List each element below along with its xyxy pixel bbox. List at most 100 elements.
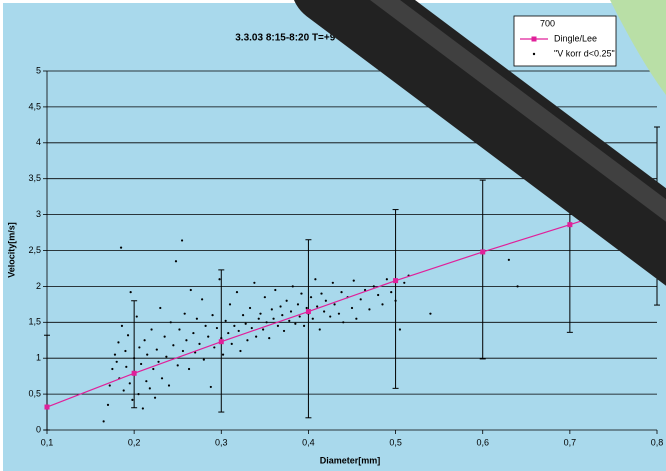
point <box>290 310 292 312</box>
y-tick-label: 1,5 <box>28 317 41 327</box>
point <box>368 308 370 310</box>
point <box>325 300 327 302</box>
x-tick-label: 0,4 <box>302 437 315 447</box>
point <box>480 249 485 254</box>
point <box>314 278 316 280</box>
point <box>211 314 213 316</box>
point <box>236 291 238 293</box>
point <box>332 282 334 284</box>
point <box>203 359 205 361</box>
point <box>268 337 270 339</box>
point <box>178 328 180 330</box>
point <box>190 289 192 291</box>
point <box>323 310 325 312</box>
point <box>567 222 572 227</box>
point <box>227 332 229 334</box>
point <box>181 239 183 241</box>
point <box>316 305 318 307</box>
point <box>246 339 248 341</box>
point <box>319 328 321 330</box>
x-axis-title: Diameter[mm] <box>320 455 381 465</box>
point <box>120 247 122 249</box>
point <box>303 325 305 327</box>
legend-swatch <box>532 37 537 42</box>
point <box>355 318 357 320</box>
point <box>300 292 302 294</box>
point <box>125 366 127 368</box>
point <box>184 313 186 315</box>
point <box>129 382 131 384</box>
y-tick-label: 0 <box>36 424 41 434</box>
point <box>182 350 184 352</box>
point <box>116 361 118 363</box>
point <box>399 328 401 330</box>
point <box>377 294 379 296</box>
x-tick-label: 0,5 <box>389 437 402 447</box>
point <box>152 368 154 370</box>
point <box>516 285 518 287</box>
point <box>333 303 335 305</box>
point <box>229 303 231 305</box>
x-tick-label: 0,8 <box>651 437 664 447</box>
point <box>161 377 163 379</box>
y-tick-label: 3,5 <box>28 173 41 183</box>
point <box>249 307 251 309</box>
point <box>170 321 172 323</box>
point <box>159 307 161 309</box>
point <box>146 354 148 356</box>
point <box>185 339 187 341</box>
point <box>168 384 170 386</box>
point <box>144 339 146 341</box>
point <box>213 346 215 348</box>
point <box>157 361 159 363</box>
point <box>312 318 314 320</box>
point <box>133 357 135 359</box>
point <box>117 341 119 343</box>
y-tick-label: 3 <box>36 209 41 219</box>
point <box>283 330 285 332</box>
point <box>219 339 224 344</box>
point <box>156 348 158 350</box>
point <box>131 399 133 401</box>
legend-swatch <box>533 53 535 55</box>
point <box>222 354 224 356</box>
point <box>154 397 156 399</box>
point <box>188 368 190 370</box>
point <box>429 313 431 315</box>
point <box>272 318 274 320</box>
point <box>132 371 137 376</box>
point <box>266 321 268 323</box>
point <box>329 315 331 317</box>
point <box>175 260 177 262</box>
point <box>299 315 301 317</box>
point <box>342 321 344 323</box>
point <box>216 327 218 329</box>
point <box>218 278 220 280</box>
point <box>231 343 233 345</box>
chart: 00,511,522,533,544,550,10,20,30,40,50,60… <box>0 0 666 471</box>
point <box>45 405 50 410</box>
y-tick-label: 1 <box>36 353 41 363</box>
x-tick-label: 0,7 <box>564 437 577 447</box>
point <box>210 386 212 388</box>
point <box>258 318 260 320</box>
point <box>394 300 396 302</box>
point <box>393 278 398 283</box>
point <box>225 320 227 322</box>
legend-label: Dingle/Lee <box>554 33 597 43</box>
frame <box>0 0 3 471</box>
y-axis-title: Velocity[m/s] <box>6 222 16 278</box>
point <box>207 336 209 338</box>
point <box>286 300 288 302</box>
point <box>127 334 129 336</box>
point <box>281 314 283 316</box>
point <box>251 327 253 329</box>
point <box>360 298 362 300</box>
point <box>259 313 261 315</box>
point <box>373 285 375 287</box>
point <box>172 344 174 346</box>
point <box>381 303 383 305</box>
point <box>245 323 247 325</box>
point <box>165 356 167 358</box>
